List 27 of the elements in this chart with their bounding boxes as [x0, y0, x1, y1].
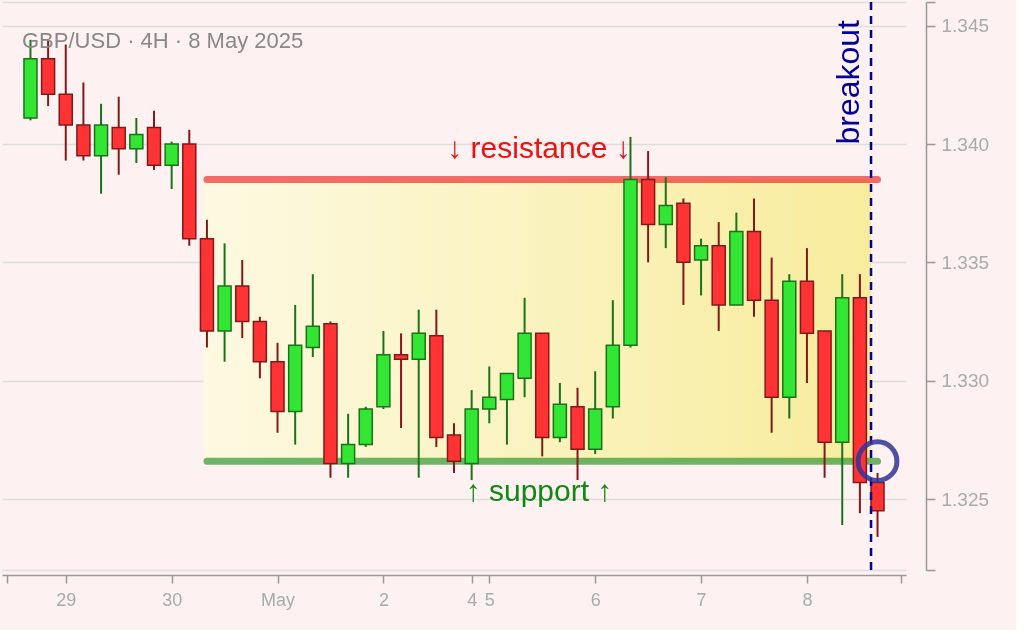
candlestick	[111, 95, 126, 176]
x-tick-label: May	[261, 589, 296, 610]
annotation: breakout	[830, 19, 867, 145]
y-tick-label: 1.345	[941, 15, 990, 37]
x-tick-label: 5	[484, 589, 495, 610]
candlestick	[164, 140, 179, 190]
x-tick-label: 7	[696, 589, 707, 610]
candlestick	[129, 116, 144, 164]
x-tick-label: 2	[378, 589, 389, 610]
candlestick	[482, 365, 497, 425]
text: GBP/USD · 4H · 8 May 2025	[22, 28, 304, 53]
x-tick-label: 30	[162, 589, 183, 610]
y-tick-label: 1.335	[941, 251, 990, 273]
candlestick	[305, 273, 321, 358]
y-tick-label: 1.325	[941, 488, 990, 510]
series-label: ↓ resistance ↓	[447, 130, 631, 164]
candlestick	[393, 332, 409, 429]
y-tick-label: 1.330	[941, 370, 990, 392]
x-tick-label: 29	[56, 589, 77, 610]
y-tick-label: 1.340	[941, 133, 990, 155]
series-label: ↑ support ↑	[465, 474, 613, 508]
x-tick-label: 8	[802, 589, 813, 610]
x-tick-label: 6	[590, 589, 601, 610]
candlestick	[693, 237, 709, 297]
candlestick	[658, 176, 674, 250]
candlestick	[340, 412, 356, 479]
x-tick-label: 4	[467, 589, 478, 610]
